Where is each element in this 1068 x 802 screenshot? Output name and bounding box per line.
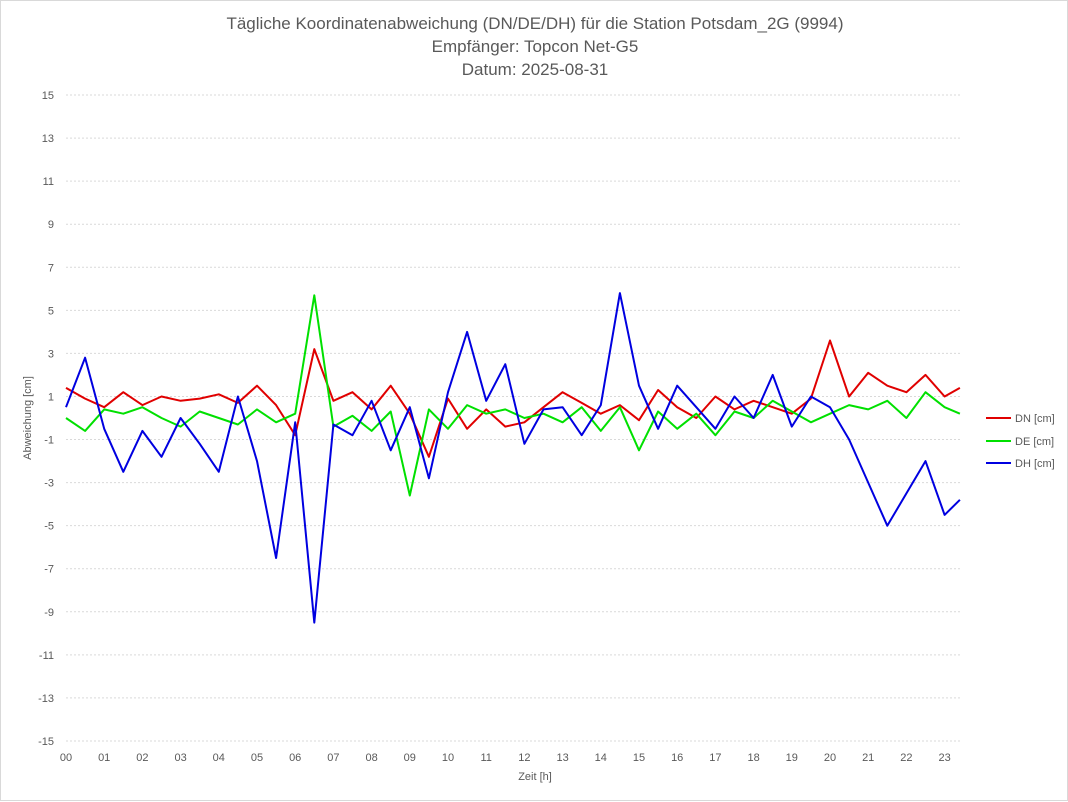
y-tick-label: -5 [44,521,54,533]
y-tick-label: -1 [44,435,54,447]
x-tick-label: 09 [404,752,416,764]
x-axis-title: Zeit [h] [518,771,552,783]
y-tick-label: 9 [48,219,54,231]
chart-subtitle-date: Datum: 2025-08-31 [462,60,608,79]
x-tick-label: 14 [595,752,607,764]
x-tick-label: 06 [289,752,301,764]
x-tick-label: 15 [633,752,645,764]
x-tick-label: 21 [862,752,874,764]
x-tick-label: 11 [480,752,491,764]
x-tick-label: 20 [824,752,836,764]
series-line-dh [65,292,961,624]
y-tick-label: 7 [48,262,54,274]
y-tick-label: -7 [44,564,54,576]
y-axis-title: Abweichung [cm] [22,376,34,460]
x-tick-label: 00 [60,752,72,764]
chart-subtitle-receiver: Empfänger: Topcon Net-G5 [432,37,639,56]
y-axis-ticks: 15 13 11 9 7 5 3 1 -1 -3 -5 -7 -9 -11 -13 -15 [38,90,54,748]
y-tick-label: -15 [38,736,54,748]
y-tick-label: 11 [43,176,54,188]
x-tick-label: 04 [213,752,225,764]
legend: DN [cm] DE [cm] DH [cm] [986,413,1055,470]
x-tick-label: 18 [747,752,759,764]
x-tick-label: 08 [365,752,377,764]
x-tick-label: 02 [136,752,148,764]
chart-title: Tägliche Koordinatenabweichung (DN/DE/DH… [226,14,843,33]
x-tick-label: 22 [900,752,912,764]
y-tick-label: -3 [44,478,54,490]
y-grid [66,94,961,742]
y-tick-label: 5 [48,305,54,317]
x-tick-label: 03 [174,752,186,764]
y-tick-label: 15 [42,90,54,102]
y-tick-label: -11 [39,650,54,662]
legend-label-de: DE [cm] [1015,436,1054,448]
series-line-de [65,294,961,497]
x-tick-label: 07 [327,752,339,764]
y-tick-label: 3 [48,348,54,360]
x-tick-label: 10 [442,752,454,764]
x-tick-label: 05 [251,752,263,764]
x-tick-label: 16 [671,752,683,764]
y-tick-label: -9 [44,607,54,619]
y-tick-label: 1 [48,391,54,403]
x-axis-ticks: 00 01 02 03 04 05 06 07 08 09 10 11 12 13 14 15 16 17 18 19… [60,752,951,764]
x-tick-label: 12 [518,752,530,764]
series-line-dn [65,339,961,458]
x-tick-label: 23 [938,752,950,764]
y-tick-label: 13 [42,133,54,145]
x-tick-label: 19 [786,752,798,764]
legend-label-dn: DN [cm] [1015,413,1055,425]
y-tick-label: -13 [38,693,54,705]
x-tick-label: 01 [98,752,110,764]
legend-label-dh: DH [cm] [1015,458,1055,470]
x-tick-label: 13 [556,752,568,764]
plot-area [65,292,961,624]
x-tick-label: 17 [709,752,721,764]
